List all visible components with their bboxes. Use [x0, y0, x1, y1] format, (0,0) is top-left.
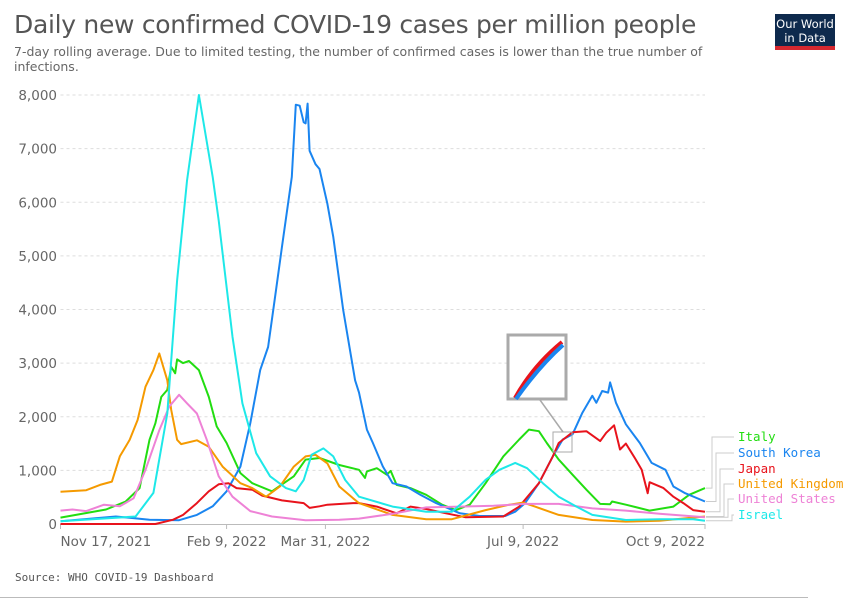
series-line-south-korea: [60, 102, 706, 523]
legend-connector: [706, 483, 734, 517]
chart-subtitle: 7-day rolling average. Due to limited te…: [14, 44, 703, 74]
legend-label-united-states[interactable]: United States: [738, 491, 836, 506]
y-tick-label: 5,000: [18, 249, 57, 265]
x-tick-label: Nov 17, 2021: [61, 534, 152, 550]
y-tick-label: 3,000: [18, 356, 57, 372]
series-line-united-states: [60, 393, 706, 522]
legend-label-japan[interactable]: Japan: [738, 461, 776, 476]
legend-connector: [706, 468, 734, 513]
y-tick-label: 6,000: [18, 195, 57, 211]
y-tick-label: 8,000: [18, 88, 57, 104]
magnifier-target-box: [552, 431, 573, 453]
x-tick-label: Mar 31, 2022: [280, 534, 370, 550]
legend-label-south-korea[interactable]: South Korea: [738, 445, 821, 460]
series-line-italy: [60, 358, 706, 519]
legend-label-italy[interactable]: Italy: [738, 429, 776, 444]
legend-connector: [706, 452, 734, 502]
series-line-japan: [60, 424, 706, 525]
owid-logo[interactable]: Our World in Data: [775, 14, 835, 50]
chart-title: Daily new confirmed COVID-19 cases per m…: [14, 10, 697, 39]
y-tick-label: 0: [48, 517, 57, 533]
y-tick-label: 7,000: [18, 142, 57, 158]
magnifier-connector: [539, 399, 564, 433]
x-tick-label: Jul 9, 2022: [486, 534, 559, 550]
footer-divider: [0, 597, 808, 598]
magnifier-inset: [506, 333, 573, 453]
y-tick-label: 2,000: [18, 410, 57, 426]
legend-label-israel[interactable]: Israel: [738, 507, 783, 522]
legend-connector: [706, 498, 734, 518]
x-tick-label: Feb 9, 2022: [187, 534, 267, 550]
legend-label-united-kingdom[interactable]: United Kingdom: [738, 476, 843, 491]
series-line-israel: [60, 94, 706, 523]
y-tick-label: 1,000: [18, 463, 57, 479]
legend-connector: [706, 514, 734, 522]
source-note: Source: WHO COVID-19 Dashboard: [15, 571, 214, 584]
legend-connector: [706, 436, 734, 489]
x-tick-label: Oct 9, 2022: [626, 534, 705, 550]
y-tick-label: 4,000: [18, 303, 57, 319]
magnifier-blue-line: [514, 343, 565, 401]
